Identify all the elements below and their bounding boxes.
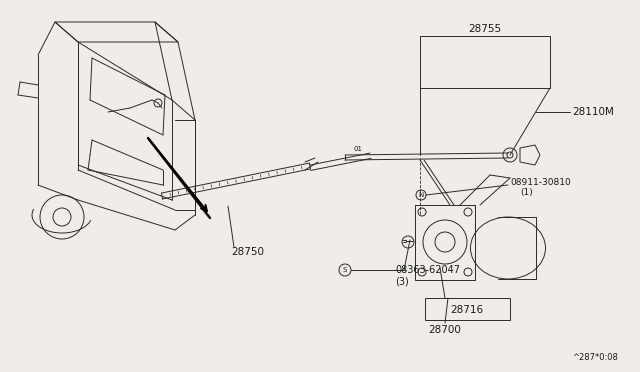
Text: (1): (1) [520,187,532,196]
Text: 28750: 28750 [232,247,264,257]
Text: 28755: 28755 [468,24,502,34]
Bar [425,298,510,320]
Text: 28716: 28716 [451,305,484,315]
Text: ^287*0:08: ^287*0:08 [572,353,618,362]
Text: 01: 01 [353,146,362,152]
Text: (3): (3) [395,276,409,286]
Text: N: N [419,192,424,198]
Text: 08363-62047: 08363-62047 [395,265,460,275]
Bar [420,36,550,88]
Text: 08911-30810: 08911-30810 [510,177,571,186]
Text: S: S [343,267,347,273]
Text: 28700: 28700 [429,325,461,335]
Text: 28110M: 28110M [572,107,614,117]
